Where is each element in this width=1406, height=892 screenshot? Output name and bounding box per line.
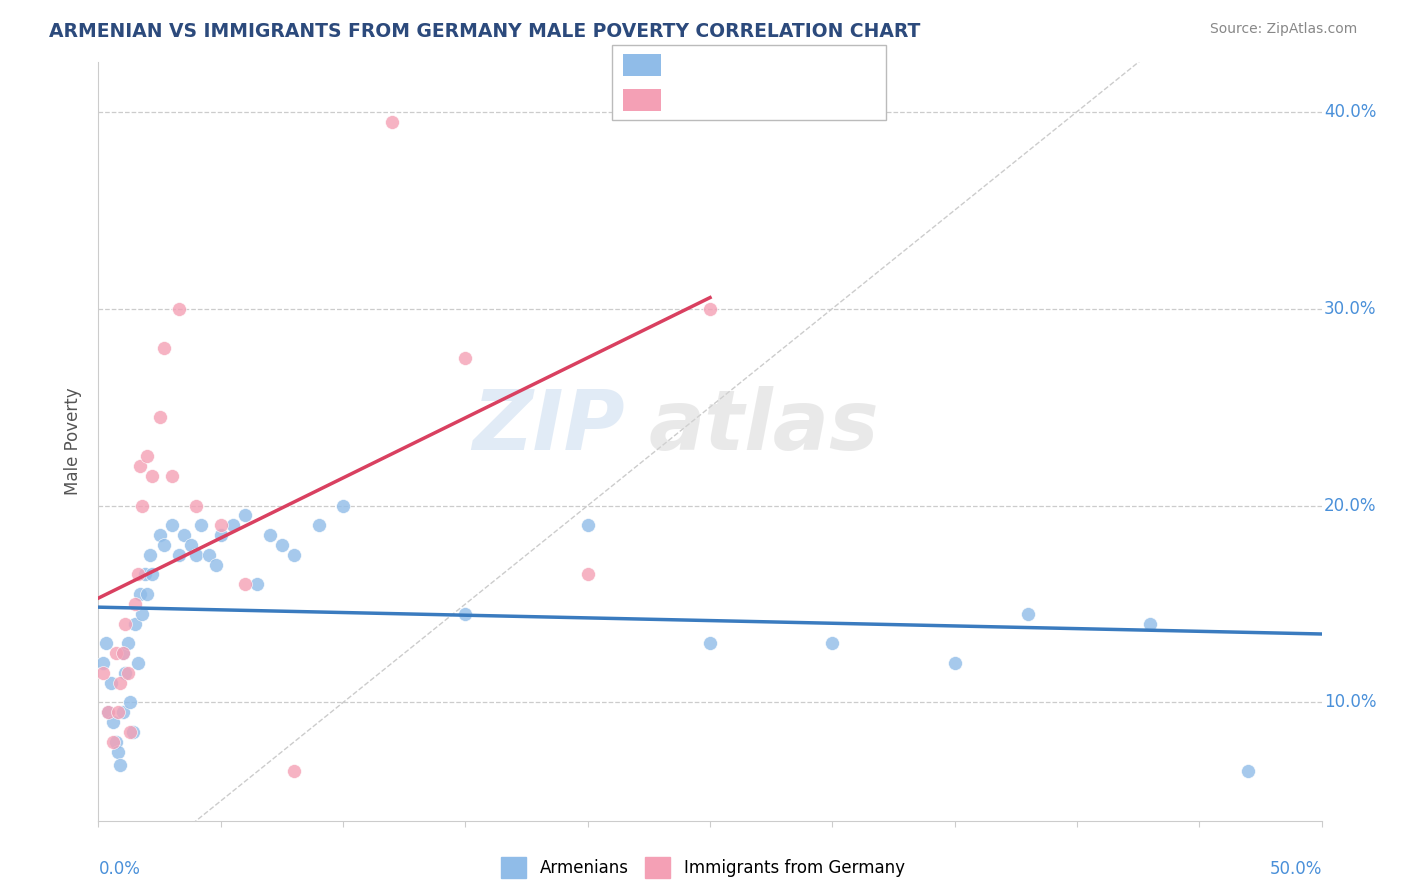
FancyBboxPatch shape	[623, 88, 661, 112]
Point	[97, 706, 120, 720]
Point	[127, 656, 149, 670]
Point	[121, 725, 143, 739]
Text: Source: ZipAtlas.com: Source: ZipAtlas.com	[1209, 22, 1357, 37]
Text: R = 0.249: R = 0.249	[672, 55, 755, 74]
Point	[576, 567, 599, 582]
Text: N = 49: N = 49	[796, 55, 853, 74]
Point	[153, 538, 176, 552]
Point	[149, 409, 172, 424]
Point	[110, 675, 132, 690]
Text: ARMENIAN VS IMMIGRANTS FROM GERMANY MALE POVERTY CORRELATION CHART: ARMENIAN VS IMMIGRANTS FROM GERMANY MALE…	[49, 22, 921, 41]
Point	[101, 735, 124, 749]
Text: 50.0%: 50.0%	[1270, 860, 1322, 878]
Point	[94, 636, 117, 650]
Point	[259, 528, 281, 542]
Point	[332, 499, 354, 513]
Point	[233, 508, 256, 523]
Point	[114, 616, 136, 631]
Point	[97, 706, 120, 720]
Point	[136, 587, 159, 601]
Point	[283, 548, 305, 562]
Point	[107, 745, 129, 759]
Text: 0.0%: 0.0%	[98, 860, 141, 878]
Point	[167, 548, 190, 562]
Point	[91, 656, 114, 670]
Point	[110, 758, 132, 772]
Point	[205, 558, 228, 572]
Legend: Armenians, Immigrants from Germany: Armenians, Immigrants from Germany	[495, 851, 911, 884]
Point	[141, 567, 163, 582]
Point	[283, 764, 305, 779]
Point	[111, 646, 134, 660]
Point	[186, 548, 208, 562]
FancyBboxPatch shape	[612, 45, 886, 120]
Point	[117, 665, 139, 680]
Point	[104, 735, 127, 749]
Point	[149, 528, 172, 542]
Point	[209, 528, 232, 542]
Point	[180, 538, 202, 552]
Point	[120, 696, 142, 710]
Point	[129, 459, 152, 474]
Point	[1139, 616, 1161, 631]
Point	[101, 715, 124, 730]
Point	[114, 665, 136, 680]
Point	[120, 725, 142, 739]
Point	[124, 597, 146, 611]
Point	[209, 518, 232, 533]
Point	[100, 675, 122, 690]
Text: R = 0.493: R = 0.493	[672, 91, 755, 109]
Point	[308, 518, 330, 533]
Text: 40.0%: 40.0%	[1324, 103, 1376, 120]
Point	[233, 577, 256, 591]
Point	[160, 518, 183, 533]
Point	[1017, 607, 1039, 621]
Text: ZIP: ZIP	[472, 386, 624, 467]
Point	[129, 587, 152, 601]
Point	[111, 706, 134, 720]
Point	[136, 450, 159, 464]
Point	[167, 301, 190, 316]
Point	[173, 528, 195, 542]
Point	[139, 548, 162, 562]
Point	[153, 341, 176, 355]
Point	[104, 646, 127, 660]
Point	[821, 636, 844, 650]
Point	[246, 577, 269, 591]
Point	[699, 636, 721, 650]
Point	[134, 567, 156, 582]
Y-axis label: Male Poverty: Male Poverty	[65, 388, 83, 495]
Point	[160, 469, 183, 483]
FancyBboxPatch shape	[623, 54, 661, 77]
Point	[91, 665, 114, 680]
Point	[127, 567, 149, 582]
Point	[197, 548, 219, 562]
Point	[943, 656, 966, 670]
Text: 10.0%: 10.0%	[1324, 693, 1376, 712]
Text: atlas: atlas	[648, 386, 880, 467]
Point	[124, 616, 146, 631]
Text: 30.0%: 30.0%	[1324, 300, 1376, 318]
Point	[111, 646, 134, 660]
Point	[454, 351, 477, 365]
Point	[222, 518, 245, 533]
Text: N = 28: N = 28	[796, 91, 853, 109]
Point	[107, 706, 129, 720]
Point	[454, 607, 477, 621]
Point	[576, 518, 599, 533]
Point	[190, 518, 212, 533]
Point	[141, 469, 163, 483]
Point	[381, 114, 404, 128]
Point	[131, 499, 153, 513]
Point	[186, 499, 208, 513]
Point	[699, 301, 721, 316]
Point	[117, 636, 139, 650]
Text: 20.0%: 20.0%	[1324, 497, 1376, 515]
Point	[1237, 764, 1260, 779]
Point	[131, 607, 153, 621]
Point	[270, 538, 294, 552]
